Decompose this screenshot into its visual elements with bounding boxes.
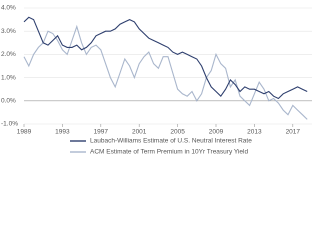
series-line: [23, 16, 308, 100]
chart: 4.0% 3.0% 2.0% 1.0% 0.0% -1.0%1989 1993 1997 200…: [1, 5, 312, 156]
y-tick-label: -1.0%: [1, 121, 18, 128]
y-tick-label: 3.0%: [1, 28, 16, 35]
x-tick-label: 2013: [247, 129, 262, 136]
x-tick-label: 2017: [286, 129, 301, 136]
x-tick-label: 2009: [209, 129, 224, 136]
y-tick-label: 2.0%: [1, 51, 16, 58]
series-line: [23, 24, 308, 120]
y-tick-label: 4.0%: [1, 5, 16, 12]
x-tick-label: 1997: [94, 129, 109, 136]
legend-label: ACM Estimate of Term Premium in 10Yr Tre…: [90, 149, 248, 156]
y-tick-label: 1.0%: [1, 74, 16, 81]
x-tick-label: 2001: [132, 129, 147, 136]
x-tick-label: 2005: [170, 129, 185, 136]
y-tick-label: 0.0%: [1, 98, 16, 105]
legend-label: Laubach-Williams Estimate of U.S. Neutra…: [90, 138, 252, 145]
x-tick-label: 1989: [17, 129, 32, 136]
x-tick-label: 1993: [55, 129, 70, 136]
